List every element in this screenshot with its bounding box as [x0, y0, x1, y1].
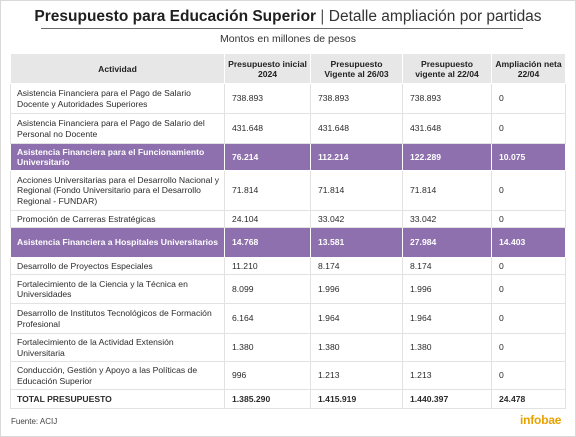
cell-vigente-2204: 738.893: [402, 83, 492, 114]
cell-vigente-2603: 8.174: [310, 257, 403, 275]
cell-actividad: Desarrollo de Institutos Tecnológicos de…: [10, 303, 225, 334]
cell-vigente-2603: 1.380: [310, 333, 403, 362]
cell-inicial: 14.768: [224, 227, 311, 258]
cell-inicial: 431.648: [224, 113, 311, 144]
cell-actividad: Asistencia Financiera para el Pago de Sa…: [10, 83, 225, 114]
cell-ampliacion: 0: [491, 333, 566, 362]
cell-vigente-2603: 1.964: [310, 303, 403, 334]
cell-inicial: 71.814: [224, 170, 311, 211]
cell-ampliacion: 0: [491, 83, 566, 114]
table-row: Conducción, Gestión y Apoyo a las Políti…: [10, 361, 566, 390]
cell-actividad: Acciones Universitarias para el Desarrol…: [10, 170, 225, 211]
cell-ampliacion: 10.075: [491, 143, 566, 171]
header-inicial: Presupuesto inicial 2024: [224, 53, 311, 84]
header-vigente-2603: Presupuesto Vigente al 26/03: [310, 53, 403, 84]
table-row-highlighted: Asistencia Financiera a Hospitales Unive…: [10, 227, 566, 258]
cell-inicial: 1.385.290: [224, 389, 311, 409]
cell-ampliacion: 0: [491, 257, 566, 275]
cell-vigente-2204: 1.380: [402, 333, 492, 362]
cell-actividad: Fortalecimiento de la Actividad Extensió…: [10, 333, 225, 362]
table-row: Desarrollo de Institutos Tecnológicos de…: [10, 303, 566, 334]
title-separator: |: [320, 8, 325, 25]
table-header-row: Actividad Presupuesto inicial 2024 Presu…: [10, 53, 566, 84]
cell-vigente-2603: 1.996: [310, 274, 403, 304]
title-secondary: Detalle ampliación por partidas: [328, 8, 542, 25]
cell-vigente-2603: 431.648: [310, 113, 403, 144]
cell-vigente-2204: 33.042: [402, 210, 492, 228]
header-ampliacion: Ampliación neta 22/04: [491, 53, 566, 84]
cell-vigente-2603: 33.042: [310, 210, 403, 228]
table-row: Asistencia Financiera para el Pago de Sa…: [10, 113, 566, 144]
cell-ampliacion: 24.478: [491, 389, 566, 409]
header-actividad: Actividad: [10, 53, 225, 84]
page-title: Presupuesto para Educación Superior | De…: [0, 7, 576, 27]
cell-vigente-2204: 1.996: [402, 274, 492, 304]
cell-inicial: 24.104: [224, 210, 311, 228]
cell-ampliacion: 0: [491, 170, 566, 211]
table-row: Fortalecimiento de la Ciencia y la Técni…: [10, 274, 566, 304]
cell-inicial: 1.380: [224, 333, 311, 362]
table-row: Asistencia Financiera para el Pago de Sa…: [10, 83, 566, 114]
cell-actividad: TOTAL PRESUPUESTO: [10, 389, 225, 409]
cell-actividad: Promoción de Carreras Estratégicas: [10, 210, 225, 228]
cell-actividad: Asistencia Financiera para el Pago de Sa…: [10, 113, 225, 144]
cell-vigente-2204: 1.440.397: [402, 389, 492, 409]
cell-actividad: Asistencia Financiera para el Funcionami…: [10, 143, 225, 171]
cell-actividad: Desarrollo de Proyectos Especiales: [10, 257, 225, 275]
cell-inicial: 76.214: [224, 143, 311, 171]
cell-actividad: Fortalecimiento de la Ciencia y la Técni…: [10, 274, 225, 304]
table-row-highlighted: Asistencia Financiera para el Funcionami…: [10, 143, 566, 171]
cell-vigente-2603: 1.213: [310, 361, 403, 390]
cell-vigente-2204: 122.289: [402, 143, 492, 171]
cell-vigente-2603: 112.214: [310, 143, 403, 171]
infobae-logo: infobae: [520, 413, 562, 427]
title-underline: [41, 28, 523, 29]
cell-ampliacion: 0: [491, 210, 566, 228]
cell-inicial: 11.210: [224, 257, 311, 275]
cell-vigente-2204: 27.984: [402, 227, 492, 258]
cell-ampliacion: 0: [491, 113, 566, 144]
subtitle: Montos en millones de pesos: [220, 33, 356, 45]
cell-actividad: Asistencia Financiera a Hospitales Unive…: [10, 227, 225, 258]
cell-inicial: 8.099: [224, 274, 311, 304]
header-vigente-2204: Presupuesto vigente al 22/04: [402, 53, 492, 84]
cell-inicial: 738.893: [224, 83, 311, 114]
cell-vigente-2603: 13.581: [310, 227, 403, 258]
cell-ampliacion: 0: [491, 361, 566, 390]
cell-vigente-2204: 71.814: [402, 170, 492, 211]
cell-vigente-2204: 1.964: [402, 303, 492, 334]
table-row: Desarrollo de Proyectos Especiales 11.21…: [10, 257, 566, 275]
cell-ampliacion: 0: [491, 303, 566, 334]
cell-vigente-2204: 1.213: [402, 361, 492, 390]
source-note: Fuente: ACIJ: [11, 417, 58, 426]
cell-vigente-2603: 1.415.919: [310, 389, 403, 409]
cell-inicial: 996: [224, 361, 311, 390]
cell-actividad: Conducción, Gestión y Apoyo a las Políti…: [10, 361, 225, 390]
cell-inicial: 6.164: [224, 303, 311, 334]
cell-vigente-2603: 71.814: [310, 170, 403, 211]
cell-vigente-2204: 431.648: [402, 113, 492, 144]
budget-table: Actividad Presupuesto inicial 2024 Presu…: [10, 53, 566, 409]
table-row: Promoción de Carreras Estratégicas 24.10…: [10, 210, 566, 228]
table-row: Acciones Universitarias para el Desarrol…: [10, 170, 566, 211]
title-main: Presupuesto para Educación Superior: [34, 8, 317, 25]
table-row: Fortalecimiento de la Actividad Extensió…: [10, 333, 566, 362]
cell-ampliacion: 14.403: [491, 227, 566, 258]
table-row-total: TOTAL PRESUPUESTO 1.385.290 1.415.919 1.…: [10, 389, 566, 409]
cell-vigente-2204: 8.174: [402, 257, 492, 275]
cell-ampliacion: 0: [491, 274, 566, 304]
cell-vigente-2603: 738.893: [310, 83, 403, 114]
